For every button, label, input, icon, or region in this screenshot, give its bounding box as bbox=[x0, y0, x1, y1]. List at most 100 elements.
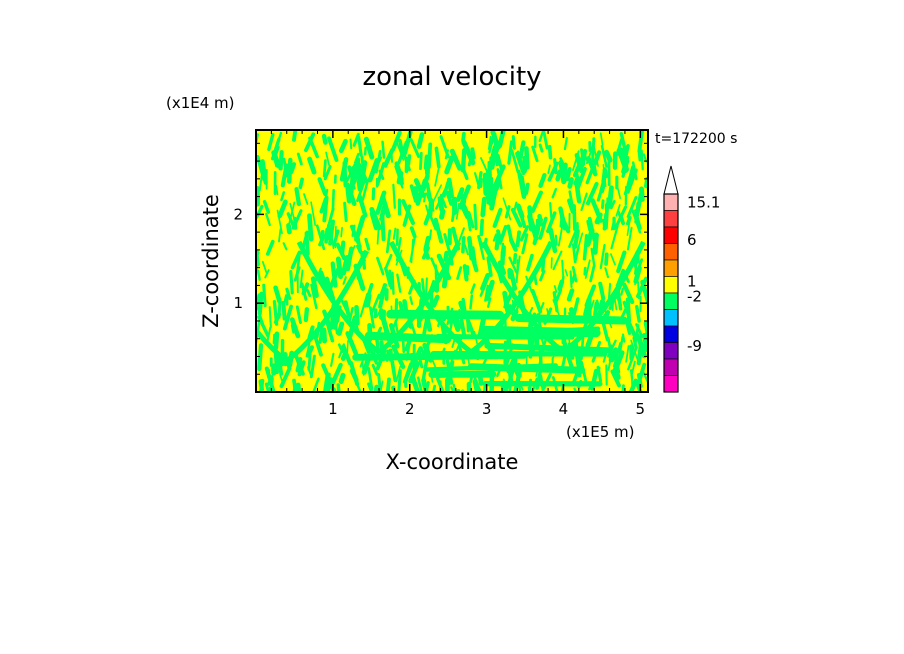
chart-title: zonal velocity bbox=[362, 62, 541, 92]
field-streak bbox=[286, 223, 292, 235]
field-streak bbox=[538, 216, 548, 240]
colorbar-band bbox=[663, 342, 679, 360]
field-streak bbox=[278, 228, 282, 243]
field-streak bbox=[569, 270, 573, 289]
field-streak bbox=[325, 151, 330, 166]
field-streak bbox=[493, 140, 500, 167]
field-streak bbox=[330, 352, 335, 367]
field-streak bbox=[631, 377, 634, 392]
field-streak bbox=[323, 165, 332, 181]
y-axis: 12 bbox=[233, 142, 648, 375]
field-streak bbox=[445, 190, 454, 206]
field-streak bbox=[336, 321, 345, 336]
field-streak bbox=[379, 205, 385, 218]
field-streak bbox=[261, 260, 268, 275]
field-streak bbox=[437, 196, 445, 213]
field-streak bbox=[392, 183, 396, 209]
field-streak bbox=[293, 352, 305, 376]
field-streak bbox=[574, 181, 582, 204]
field-streak bbox=[349, 138, 353, 150]
field-streak bbox=[337, 343, 344, 353]
field-streak bbox=[434, 146, 441, 169]
field-streak bbox=[549, 202, 553, 223]
field-streak bbox=[349, 368, 359, 383]
field-streak bbox=[309, 354, 316, 379]
field-streak bbox=[554, 234, 558, 246]
field-streak bbox=[318, 233, 326, 247]
field-streak bbox=[599, 243, 606, 270]
field-streak bbox=[367, 158, 380, 183]
field-streak bbox=[286, 212, 296, 229]
field-streak bbox=[384, 266, 392, 288]
field-streak bbox=[590, 148, 597, 173]
field-streak bbox=[282, 157, 289, 178]
field-streak bbox=[573, 387, 578, 392]
colorbar-label: -2 bbox=[687, 287, 702, 305]
field-streak bbox=[264, 382, 271, 392]
field-streak bbox=[508, 268, 518, 291]
field-streak bbox=[642, 153, 648, 163]
field-streak bbox=[572, 204, 577, 231]
field-streak bbox=[515, 255, 521, 282]
field-streak bbox=[510, 309, 519, 322]
field-streak bbox=[419, 151, 423, 171]
field-wave-arc bbox=[481, 240, 565, 355]
field-streak bbox=[432, 184, 442, 204]
field-streak bbox=[280, 191, 286, 202]
x-axis: 1 2 3 4 5 bbox=[270, 130, 645, 418]
field-streak bbox=[584, 284, 597, 308]
field-streak bbox=[433, 217, 444, 244]
field-streak bbox=[321, 363, 330, 378]
field-streak bbox=[566, 288, 575, 302]
field-streak bbox=[615, 138, 623, 157]
field-streak bbox=[292, 130, 298, 142]
field-streak bbox=[271, 150, 282, 169]
field-streak bbox=[364, 237, 371, 251]
field-streak bbox=[265, 212, 271, 227]
field-wave-arc bbox=[377, 240, 462, 355]
field-streak bbox=[354, 305, 360, 326]
field-streak bbox=[626, 215, 632, 226]
field-streak bbox=[341, 255, 350, 276]
field-streak bbox=[518, 383, 522, 392]
field-streak bbox=[590, 198, 603, 223]
field-streak bbox=[480, 157, 490, 176]
field-streak bbox=[477, 374, 484, 386]
colorbar-band bbox=[663, 309, 679, 327]
field-streak bbox=[515, 151, 526, 176]
field-streak bbox=[285, 287, 292, 301]
field-streak bbox=[373, 384, 379, 392]
field-band bbox=[386, 309, 505, 320]
field-streak bbox=[258, 175, 263, 192]
field-streak bbox=[430, 257, 440, 277]
field-streak bbox=[303, 193, 309, 205]
colorbar-label: -9 bbox=[687, 337, 702, 355]
field-streak bbox=[257, 343, 264, 372]
field-streak bbox=[290, 250, 302, 270]
field-streak bbox=[515, 230, 521, 248]
field-streak bbox=[553, 285, 558, 293]
field-streak bbox=[459, 204, 468, 219]
field-streak bbox=[273, 331, 280, 351]
field-streak bbox=[521, 233, 529, 255]
field-streak bbox=[367, 382, 374, 392]
field-streak bbox=[380, 194, 391, 219]
field-streak bbox=[401, 199, 415, 225]
field-streak bbox=[287, 201, 296, 227]
field-wave-arc bbox=[561, 240, 646, 355]
colorbar-band bbox=[663, 276, 679, 294]
field-streak bbox=[527, 386, 532, 392]
field-streak bbox=[555, 169, 563, 182]
field-streak bbox=[457, 227, 465, 244]
field-streak bbox=[342, 161, 348, 188]
y-tick-label: 2 bbox=[233, 205, 243, 223]
field-streak bbox=[321, 327, 327, 344]
field-streak bbox=[601, 322, 610, 342]
field-streak bbox=[520, 175, 527, 197]
x-tick-label: 2 bbox=[405, 400, 415, 418]
x-tick-label: 4 bbox=[559, 400, 569, 418]
field-streak bbox=[604, 149, 613, 163]
field-streak bbox=[264, 366, 276, 392]
field-streak bbox=[624, 319, 632, 335]
field-wave-arc bbox=[388, 240, 473, 355]
